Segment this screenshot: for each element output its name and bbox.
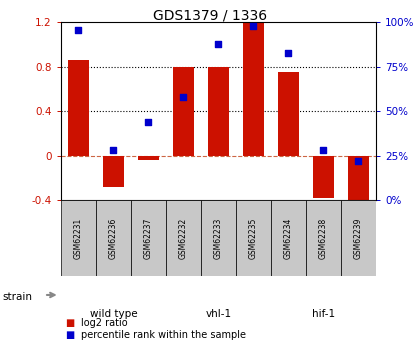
Bar	[341, 200, 376, 276]
Point	[320, 148, 327, 153]
Point	[355, 158, 362, 164]
Text: GSM62231: GSM62231	[74, 217, 83, 259]
Text: GSM62232: GSM62232	[179, 217, 188, 259]
Text: strain: strain	[2, 292, 32, 302]
Text: GDS1379 / 1336: GDS1379 / 1336	[153, 9, 267, 23]
Point	[110, 148, 117, 153]
Point	[75, 27, 82, 32]
Bar	[131, 200, 166, 276]
Bar	[68, 60, 89, 156]
Text: GSM62239: GSM62239	[354, 217, 363, 259]
Bar	[278, 72, 299, 156]
Text: GSM62233: GSM62233	[214, 217, 223, 259]
Point	[215, 41, 222, 47]
Point	[250, 23, 257, 29]
Bar	[61, 200, 96, 276]
Bar	[348, 156, 369, 202]
Point	[145, 119, 152, 125]
Bar	[173, 67, 194, 156]
Text: wild type: wild type	[89, 309, 137, 319]
Text: GSM62238: GSM62238	[319, 217, 328, 259]
Point	[285, 50, 292, 56]
Bar	[96, 200, 131, 276]
Bar	[306, 200, 341, 276]
Text: hif-1: hif-1	[312, 309, 335, 319]
Bar	[103, 156, 124, 187]
Bar	[271, 200, 306, 276]
Bar	[166, 200, 201, 276]
Bar	[138, 156, 159, 160]
Text: GSM62236: GSM62236	[109, 217, 118, 259]
Text: ■: ■	[65, 331, 74, 340]
Bar	[236, 200, 271, 276]
Text: vhl-1: vhl-1	[205, 309, 231, 319]
Text: log2 ratio: log2 ratio	[81, 318, 128, 327]
Bar	[243, 22, 264, 156]
Text: ■: ■	[65, 318, 74, 327]
Text: GSM62234: GSM62234	[284, 217, 293, 259]
Text: percentile rank within the sample: percentile rank within the sample	[81, 331, 246, 340]
Bar	[201, 200, 236, 276]
Text: GSM62235: GSM62235	[249, 217, 258, 259]
Bar	[313, 156, 334, 198]
Text: GSM62237: GSM62237	[144, 217, 153, 259]
Bar	[208, 67, 229, 156]
Point	[180, 94, 187, 100]
